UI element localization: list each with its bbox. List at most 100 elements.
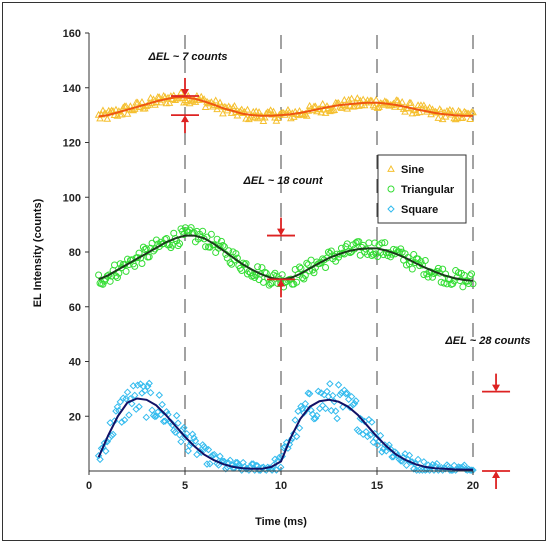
data-point [207,230,215,238]
data-point [174,242,182,250]
data-point [142,245,150,253]
fit-curve-sine [98,96,474,118]
data-point [329,391,337,400]
data-point [201,103,210,111]
data-point [340,95,349,103]
data-point [371,239,379,247]
y-ticks: 20 40 60 80 100 120 140 160 [63,28,89,423]
data-point [122,267,130,275]
data-point [327,406,336,415]
data-point [95,271,103,279]
data-point [433,459,441,468]
data-point [336,102,344,110]
arrow-head [181,88,189,96]
data-point [448,106,457,114]
data-point [206,460,214,468]
data-point [294,111,302,119]
data-point [183,429,191,438]
data-point [468,270,476,278]
data-point [330,106,339,114]
data-point [145,253,153,261]
arrow-head [492,471,501,478]
data-point [311,414,320,423]
data-point [165,98,174,106]
data-point [248,460,256,468]
data-point [301,271,309,279]
data-point [307,406,315,415]
data-point [176,240,184,248]
data-point [334,381,343,389]
data-point [318,99,327,107]
data-point [118,418,126,426]
data-point [177,88,185,96]
data-point [373,103,382,111]
data-point [109,430,117,439]
data-point [459,113,467,121]
x-tick-label: 0 [86,480,92,492]
data-point [227,108,236,116]
data-point [415,108,424,116]
data-point [99,280,107,288]
data-point [171,428,179,436]
data-point [180,424,188,432]
x-axis-title: Time (ms) [255,516,307,528]
data-point [460,107,469,115]
data-point [425,103,434,111]
data-point [347,94,356,102]
data-point [259,117,268,124]
data-point [352,397,360,405]
data-point [220,243,228,251]
data-point [159,417,168,426]
data-point [353,94,362,102]
data-point [243,105,252,113]
data-point [440,279,448,287]
arrow-head [277,279,285,287]
data-point [135,403,143,411]
data-point [172,411,181,420]
data-point [381,239,389,247]
annotation-1: ΔEL ~ 7 counts [147,51,228,134]
legend-label-square: Square [401,204,438,216]
data-point [146,93,155,101]
data-point [344,95,353,103]
data-point [120,416,129,424]
data-point [355,238,363,246]
data-point [141,386,149,395]
data-point [146,388,155,397]
data-point [414,455,422,464]
data-point [142,413,151,422]
data-point [155,93,164,101]
x-tick-label: 10 [275,480,287,492]
y-tick-label: 60 [69,302,81,314]
data-point [113,274,121,282]
data-point [313,411,321,420]
data-point [303,259,311,267]
data-point [441,112,450,120]
data-point [453,114,461,122]
y-tick-label: 40 [69,357,81,369]
data-point [291,416,299,424]
data-point [297,264,305,272]
data-point [305,390,314,398]
fit-curve-square [97,397,473,471]
data-point [204,445,213,454]
data-point [469,280,477,288]
data-point [454,106,463,114]
data-point [96,114,104,122]
legend-label-triangular: Triangular [401,184,455,196]
data-point [342,389,350,398]
data-point [202,243,210,251]
data-point [415,466,424,474]
data-point [211,96,220,104]
data-point [387,164,395,172]
data-point [254,263,262,271]
data-point [190,434,198,442]
legend-label-sine: Sine [401,164,424,176]
data-point [326,380,334,388]
data-point [96,455,104,464]
y-axis-title: EL Intensity (counts) [32,198,44,307]
data-point [421,256,429,264]
data-point [387,185,395,193]
data-point [466,115,474,123]
data-point [343,389,351,397]
